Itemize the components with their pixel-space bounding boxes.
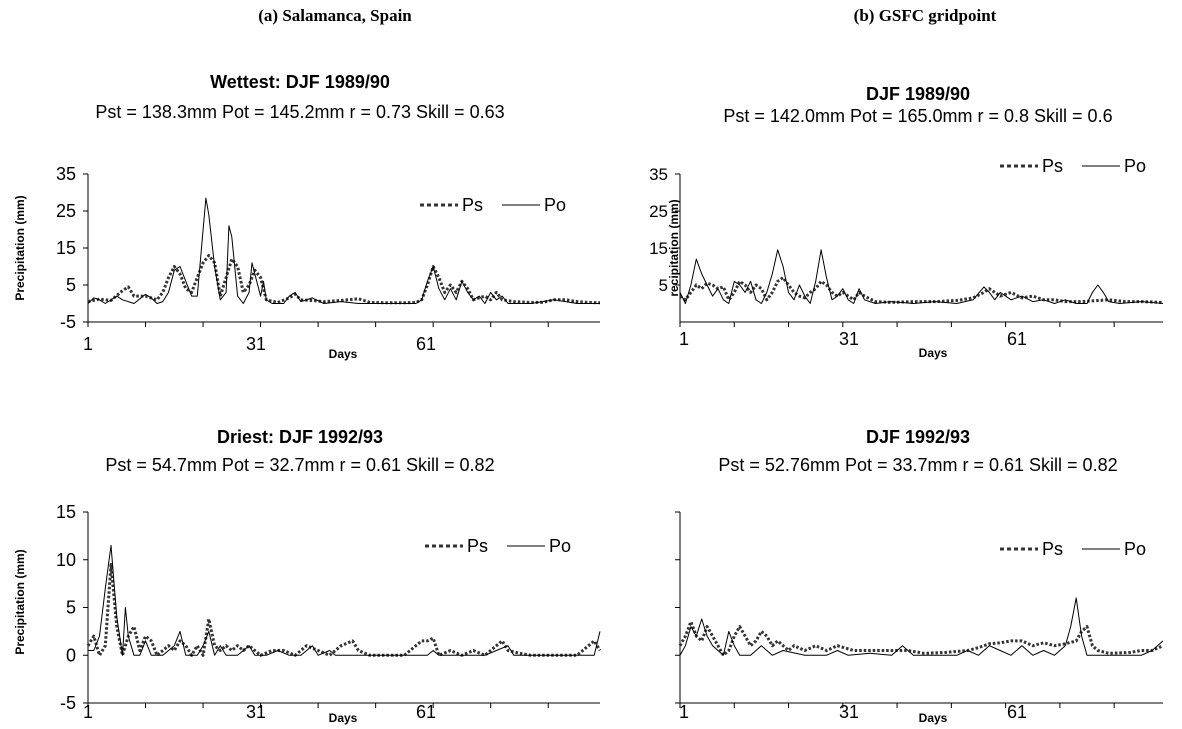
x-tick-label: 61 <box>1007 702 1027 722</box>
x-tick-label: 1 <box>679 702 689 722</box>
y-tick-label: 25 <box>56 201 76 221</box>
chart-subtitle: Pst = 52.76mm Pot = 33.7mm r = 0.61 Skil… <box>718 455 1117 475</box>
x-axis-label: Days <box>329 347 358 361</box>
legend-label-ps: Ps <box>462 195 483 215</box>
y-tick-label: 5 <box>66 598 76 618</box>
y-tick-label: -5 <box>60 312 76 332</box>
legend-label-po: Po <box>544 195 566 215</box>
chart-title: Wettest: DJF 1989/90 <box>210 72 390 92</box>
legend-label-ps: Ps <box>467 536 488 556</box>
y-tick-label: 5 <box>659 276 668 295</box>
series-line-po <box>679 249 1164 304</box>
chart-subtitle: Pst = 54.7mm Pot = 32.7mm r = 0.61 Skill… <box>105 455 494 475</box>
x-tick-label: 1 <box>83 334 93 354</box>
series-line-ps <box>679 276 1164 304</box>
y-tick-label: 0 <box>66 645 76 665</box>
legend-label-ps: Ps <box>1042 539 1063 559</box>
x-axis-label: Days <box>919 346 948 360</box>
panel-label-b: (b) GSFC gridpoint <box>853 6 997 25</box>
x-tick-label: 31 <box>246 334 266 354</box>
series-line-ps <box>678 620 1164 657</box>
x-tick-label: 1 <box>83 702 93 722</box>
series-line-ps <box>86 563 602 657</box>
x-tick-label: 61 <box>416 702 436 722</box>
y-tick-label: 35 <box>649 165 668 184</box>
y-tick-label: 15 <box>56 502 76 522</box>
y-tick-label: 25 <box>649 202 668 221</box>
y-tick-label: 35 <box>56 164 76 184</box>
series-line-po <box>88 544 601 656</box>
y-tick-label: 15 <box>56 238 76 258</box>
x-tick-label: 31 <box>246 702 266 722</box>
y-tick-label: 10 <box>56 550 76 570</box>
series-line-ps <box>87 253 601 305</box>
y-axis-label: recipitation (mm) <box>667 199 681 296</box>
y-tick-label: 15 <box>649 239 668 258</box>
x-tick-label: 61 <box>416 334 436 354</box>
chart-subtitle: Pst = 138.3mm Pot = 145.2mm r = 0.73 Ski… <box>95 102 504 122</box>
legend-label-po: Po <box>1124 156 1146 176</box>
x-tick-label: 31 <box>839 702 859 722</box>
x-tick-label: 31 <box>839 329 859 349</box>
x-axis-label: Days <box>919 711 948 725</box>
legend-label-po: Po <box>549 536 571 556</box>
legend-label-ps: Ps <box>1042 156 1063 176</box>
x-tick-label: 1 <box>679 329 689 349</box>
chart-title: DJF 1992/93 <box>866 427 970 447</box>
series-line-po <box>679 597 1164 656</box>
chart-title: DJF 1989/90 <box>866 84 970 104</box>
series-line-po <box>87 197 600 304</box>
y-tick-label: 5 <box>66 275 76 295</box>
y-axis-label: Precipitation (mm) <box>13 549 27 654</box>
y-tick-label: -5 <box>60 693 76 713</box>
x-axis-label: Days <box>329 711 358 725</box>
panel-label-a: (a) Salamanca, Spain <box>258 6 412 25</box>
legend-label-po: Po <box>1124 539 1146 559</box>
y-axis-label: Precipitation (mm) <box>13 195 27 300</box>
chart-title: Driest: DJF 1992/93 <box>217 427 383 447</box>
chart-subtitle: Pst = 142.0mm Pot = 165.0mm r = 0.8 Skil… <box>723 106 1112 126</box>
x-tick-label: 61 <box>1007 329 1027 349</box>
